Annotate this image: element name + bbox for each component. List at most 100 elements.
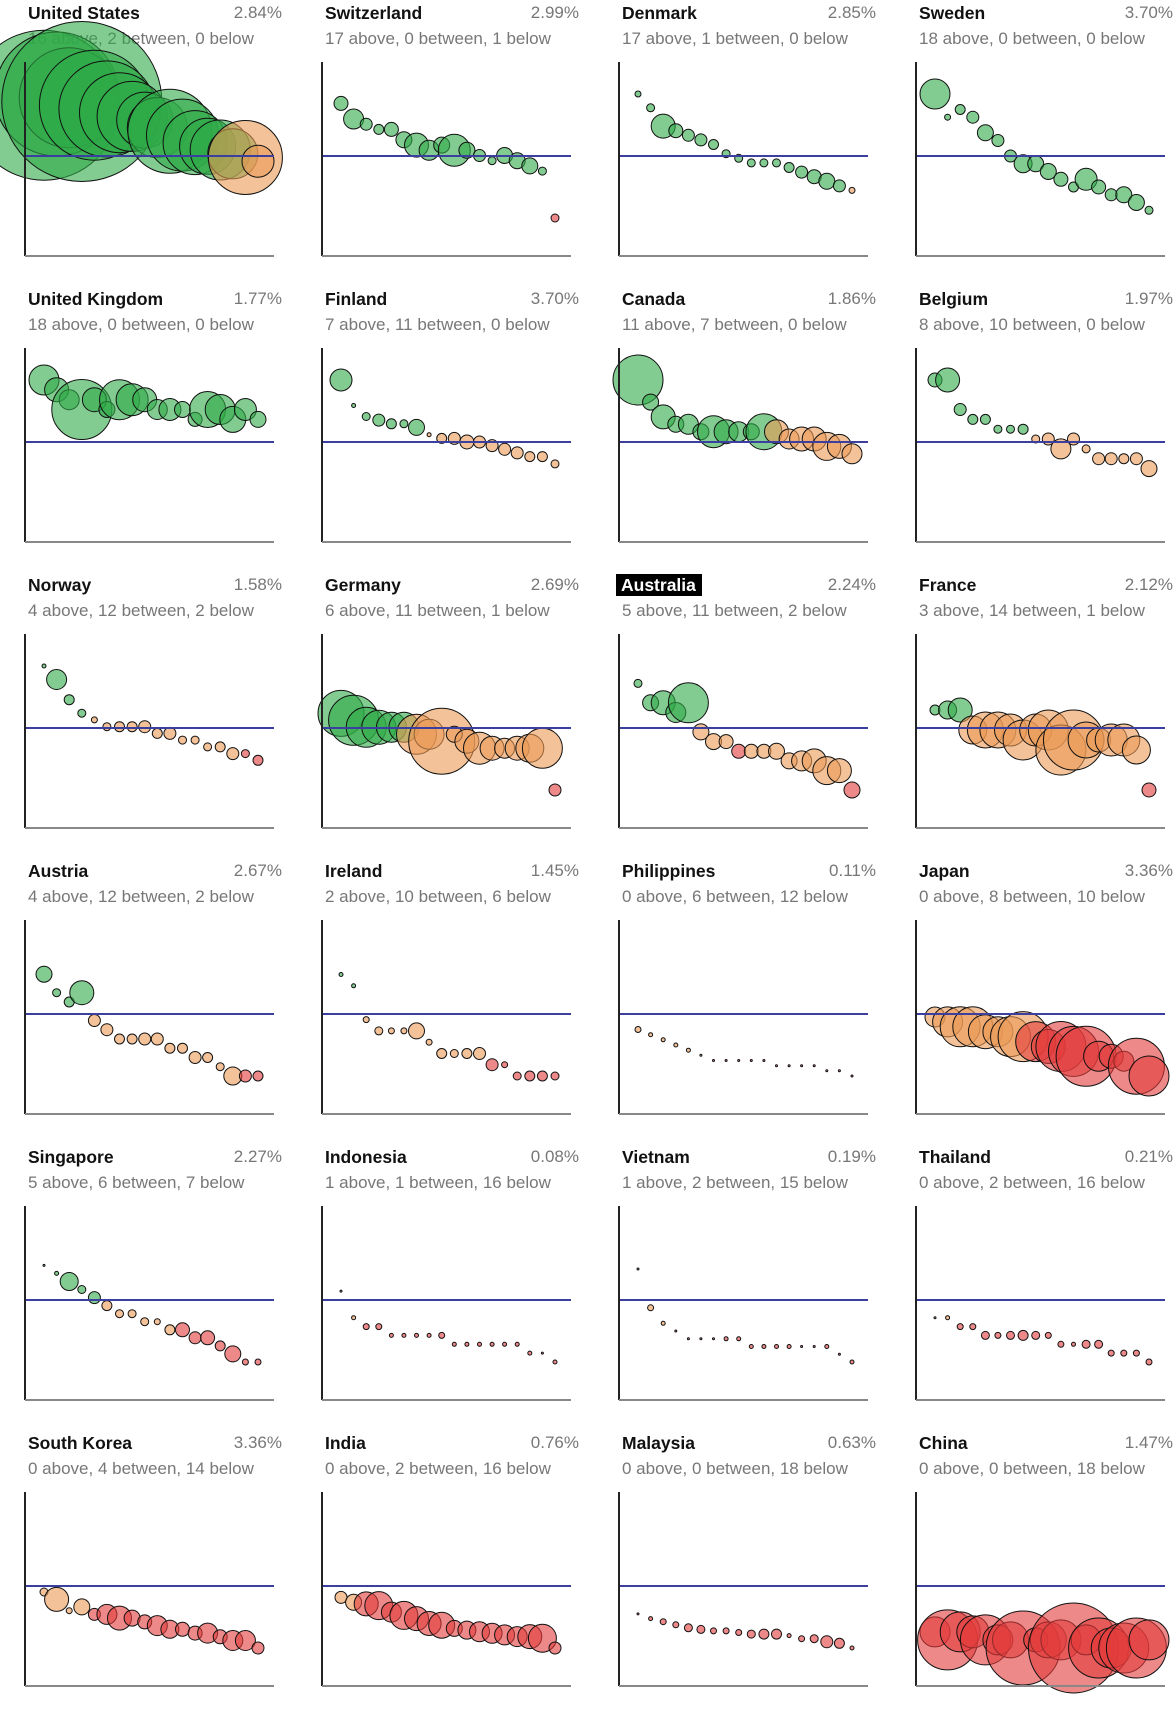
country-name: Austria [28,861,89,881]
data-point [487,156,497,166]
country-name: India [325,1433,366,1453]
data-point [722,1627,730,1635]
data-point [1091,179,1107,195]
data-point [1006,424,1015,434]
data-point [461,1048,473,1059]
data-point [648,1616,654,1622]
country-percentage: 3.36% [233,1433,282,1452]
bubble-plot [618,1206,868,1401]
data-point [775,1064,778,1068]
data-point [761,1344,767,1349]
data-point [759,158,769,168]
data-point [73,1598,91,1616]
data-point [35,965,53,983]
data-point [126,1033,138,1045]
country-panel: Australia 2.24% 5 above, 11 between, 2 bel… [616,572,884,852]
data-point [718,734,734,750]
country-panel: Norway 1.58% 4 above, 12 between, 2 below [22,572,290,852]
data-point [425,1038,433,1046]
data-point [401,1332,407,1338]
data-point [537,166,547,176]
data-point [636,1612,640,1616]
data-point [241,144,275,178]
data-point [935,367,961,393]
data-point [849,1359,855,1365]
data-point [115,1309,124,1319]
data-point [426,432,432,438]
country-name: Belgium [919,289,989,309]
data-point [634,1026,642,1033]
data-point [812,1345,816,1348]
country-summary: 8 above, 10 between, 0 below [919,315,1145,334]
country-panel: Germany 2.69% 6 above, 11 between, 1 below [317,572,587,852]
data-point [966,110,980,124]
data-point [841,443,863,465]
data-point [826,758,852,784]
data-point [1081,444,1091,454]
data-point [202,1052,214,1063]
country-panel: Thailand 0.21% 0 above, 2 between, 16 belo… [913,1144,1175,1424]
country-name: Philippines [622,861,716,881]
data-point [151,727,163,739]
country-summary: 17 above, 0 between, 1 below [325,29,551,48]
country-name: China [919,1433,968,1453]
data-point [458,141,476,159]
data-point [762,1059,766,1062]
data-point [787,1064,791,1068]
country-panel: Japan 3.36% 0 above, 8 between, 10 below [913,858,1175,1138]
country-name: Germany [325,575,401,595]
data-point [501,1061,509,1069]
country-name: Singapore [28,1147,114,1167]
data-point [241,1358,249,1366]
data-point [979,413,991,425]
country-name: Japan [919,861,970,881]
country-panel: Ireland 1.45% 2 above, 10 between, 6 below [319,858,587,1138]
country-panel: Indonesia 0.08% 1 above, 1 between, 16 bel… [319,1144,587,1424]
data-point [746,158,756,168]
data-point [175,1621,190,1637]
data-point [489,1341,495,1347]
data-point [351,403,357,408]
data-point [536,451,548,463]
data-point [524,451,536,463]
data-point [1121,735,1151,765]
country-panel: Canada 1.86% 11 above, 7 between, 0 below [612,286,884,566]
data-point [153,1318,161,1326]
data-point [552,1359,558,1365]
data-point [1115,186,1133,204]
data-point [485,1058,499,1072]
country-percentage: 1.45% [530,861,579,880]
country-name: Indonesia [325,1147,407,1167]
country-summary: 11 above, 7 between, 0 below [622,315,847,334]
country-percentage: 1.77% [233,289,282,308]
data-point [550,213,560,223]
data-point [54,1270,60,1276]
data-point [436,1048,448,1059]
data-point [101,1300,113,1312]
bubble-plot [915,348,1165,543]
data-point [215,1062,225,1072]
data-point [800,1345,804,1348]
data-point [994,1331,1002,1339]
data-point [77,1285,87,1294]
country-name: Malaysia [622,1433,695,1453]
country-percentage: 1.58% [233,575,282,594]
country-percentage: 2.84% [233,3,282,22]
data-point [375,1323,383,1331]
country-percentage: 0.19% [827,1147,876,1166]
data-point [362,1323,370,1331]
country-summary: 0 above, 6 between, 12 below [622,887,848,906]
data-point [659,1618,667,1626]
data-point [647,1304,655,1312]
data-point [1050,438,1072,460]
country-summary: 2 above, 10 between, 6 below [325,887,551,906]
data-point [100,1023,114,1037]
data-point [633,678,643,688]
country-panel: South Korea 3.36% 0 above, 4 between, 14 b… [22,1430,290,1710]
bubble-plot [915,920,1170,1115]
data-point [540,1351,544,1355]
country-name: France [919,575,977,595]
data-point [824,1344,830,1349]
data-point [87,1291,101,1305]
data-point [138,1032,152,1046]
